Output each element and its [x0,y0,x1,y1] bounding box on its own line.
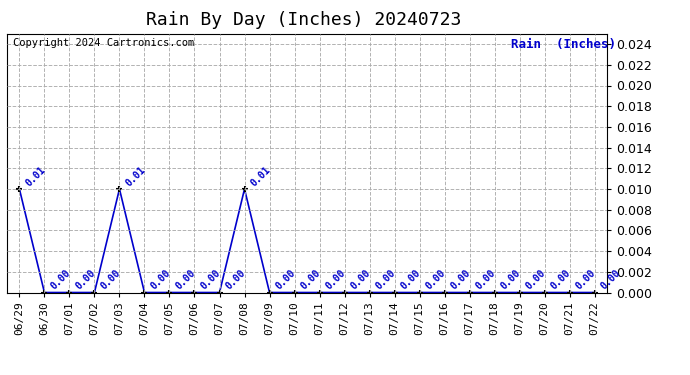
Text: 0.00: 0.00 [424,268,447,292]
Text: 0.00: 0.00 [374,268,397,292]
Text: 0.00: 0.00 [199,268,222,292]
Text: 0.00: 0.00 [174,268,197,292]
Text: 0.00: 0.00 [324,268,347,292]
Text: 0.00: 0.00 [274,268,297,292]
Text: 0.00: 0.00 [524,268,547,292]
Text: 0.00: 0.00 [99,268,122,292]
Text: 0.00: 0.00 [148,268,172,292]
Text: 0.00: 0.00 [399,268,422,292]
Text: 0.00: 0.00 [348,268,373,292]
Text: 0.00: 0.00 [474,268,497,292]
Text: Rain By Day (Inches) 20240723: Rain By Day (Inches) 20240723 [146,11,462,29]
Text: 0.00: 0.00 [448,268,473,292]
Text: 0.00: 0.00 [599,268,622,292]
Text: 0.01: 0.01 [248,165,273,188]
Text: 0.00: 0.00 [549,268,573,292]
Text: 0.01: 0.01 [124,165,147,188]
Text: 0.00: 0.00 [48,268,72,292]
Text: 0.00: 0.00 [224,268,247,292]
Text: 0.01: 0.01 [23,165,47,188]
Text: 0.00: 0.00 [499,268,522,292]
Text: 0.00: 0.00 [299,268,322,292]
Text: Rain  (Inches): Rain (Inches) [511,38,616,51]
Text: 0.00: 0.00 [574,268,598,292]
Text: Copyright 2024 Cartronics.com: Copyright 2024 Cartronics.com [13,38,194,48]
Text: 0.00: 0.00 [74,268,97,292]
